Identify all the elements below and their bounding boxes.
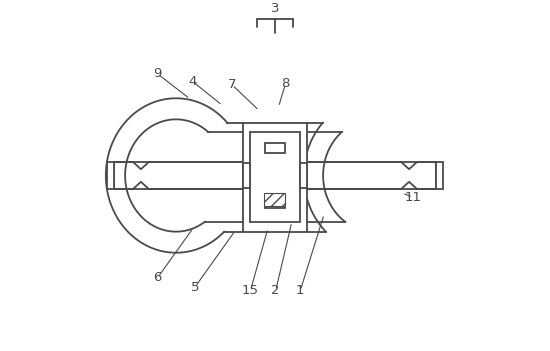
Text: 15: 15 — [242, 284, 259, 297]
Text: 7: 7 — [228, 78, 236, 92]
Text: 2: 2 — [272, 284, 280, 297]
Bar — [265, 198, 285, 208]
Bar — [244, 163, 250, 188]
Bar — [437, 162, 443, 189]
Text: 11: 11 — [404, 191, 421, 204]
Bar — [250, 132, 300, 222]
Text: 9: 9 — [153, 67, 162, 80]
Text: 4: 4 — [188, 75, 197, 88]
Bar — [107, 162, 113, 189]
Bar — [243, 123, 307, 232]
Bar — [265, 143, 285, 153]
Bar — [300, 163, 306, 188]
Bar — [264, 193, 285, 206]
Text: 5: 5 — [191, 280, 199, 294]
Text: 6: 6 — [153, 271, 162, 285]
Text: 3: 3 — [271, 2, 279, 15]
Text: 1: 1 — [296, 284, 305, 297]
Bar — [113, 162, 437, 189]
Text: 8: 8 — [282, 77, 290, 90]
